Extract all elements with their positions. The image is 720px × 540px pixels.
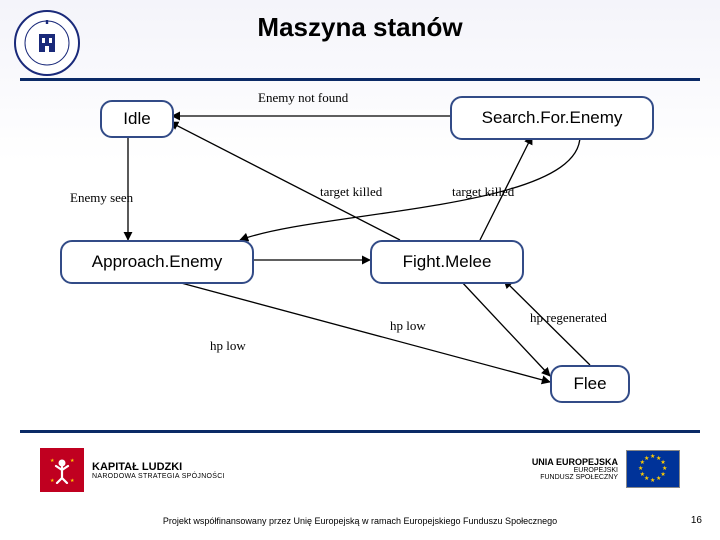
footer-project-text: Projekt współfinansowany przez Unię Euro… — [0, 516, 720, 526]
kapital-ludzki-logo: ★ ★ ★ ★ KAPITAŁ LUDZKI NARODOWA STRATEGIA S… — [40, 448, 225, 492]
footer-logos: ★ ★ ★ ★ KAPITAŁ LUDZKI NARODOWA STRATEGIA S… — [40, 448, 680, 498]
state-node-flee: Flee — [550, 365, 630, 403]
kapital-icon: ★ ★ ★ ★ — [40, 448, 84, 492]
state-node-idle: Idle — [100, 100, 174, 138]
eu-text: UNIA EUROPEJSKA EUROPEJSKI FUNDUSZ SPOŁE… — [532, 457, 618, 481]
svg-text:★: ★ — [70, 458, 75, 464]
kapital-line2: NARODOWA STRATEGIA SPÓJNOŚCI — [92, 473, 225, 480]
slide-title: Maszyna stanów — [0, 12, 720, 43]
slide: Maszyna stanów Idle Search.For.Enemy Appro… — [0, 0, 720, 540]
edge-label-flee-fight: hp regenerated — [530, 310, 607, 326]
edge-label-search-idle: Enemy not found — [258, 90, 348, 106]
edge-label-fight-search: target killed — [452, 184, 514, 200]
edge-search-approach — [240, 136, 580, 240]
edge-label-approach-flee: hp low — [210, 338, 246, 354]
svg-text:★: ★ — [50, 478, 55, 484]
edge-label-idle-approach: Enemy seen — [70, 190, 133, 206]
eu-logo: UNIA EUROPEJSKA EUROPEJSKI FUNDUSZ SPOŁE… — [532, 450, 680, 488]
edge-label-fight-flee: hp low — [390, 318, 426, 334]
state-node-search: Search.For.Enemy — [450, 96, 654, 140]
edge-approach-flee — [170, 280, 550, 382]
eu-flag-icon: ★★★★★★★★★★★★ — [626, 450, 680, 488]
eu-line1: UNIA EUROPEJSKA — [532, 457, 618, 467]
top-rule — [20, 78, 700, 81]
svg-text:★: ★ — [50, 458, 55, 464]
kapital-line1: KAPITAŁ LUDZKI — [92, 461, 225, 473]
svg-text:★: ★ — [70, 478, 75, 484]
page-number: 16 — [691, 515, 702, 526]
eu-line2: EUROPEJSKI — [532, 467, 618, 474]
edge-fight-idle — [170, 122, 400, 240]
state-node-fight: Fight.Melee — [370, 240, 524, 284]
eu-line3: FUNDUSZ SPOŁECZNY — [532, 474, 618, 481]
kapital-text: KAPITAŁ LUDZKI NARODOWA STRATEGIA SPÓJNO… — [92, 461, 225, 480]
bottom-rule — [20, 430, 700, 433]
edge-label-fight-idle: target killed — [320, 184, 382, 200]
state-node-approach: Approach.Enemy — [60, 240, 254, 284]
state-machine-diagram: Idle Search.For.Enemy Approach.Enemy Fight.… — [20, 90, 700, 410]
